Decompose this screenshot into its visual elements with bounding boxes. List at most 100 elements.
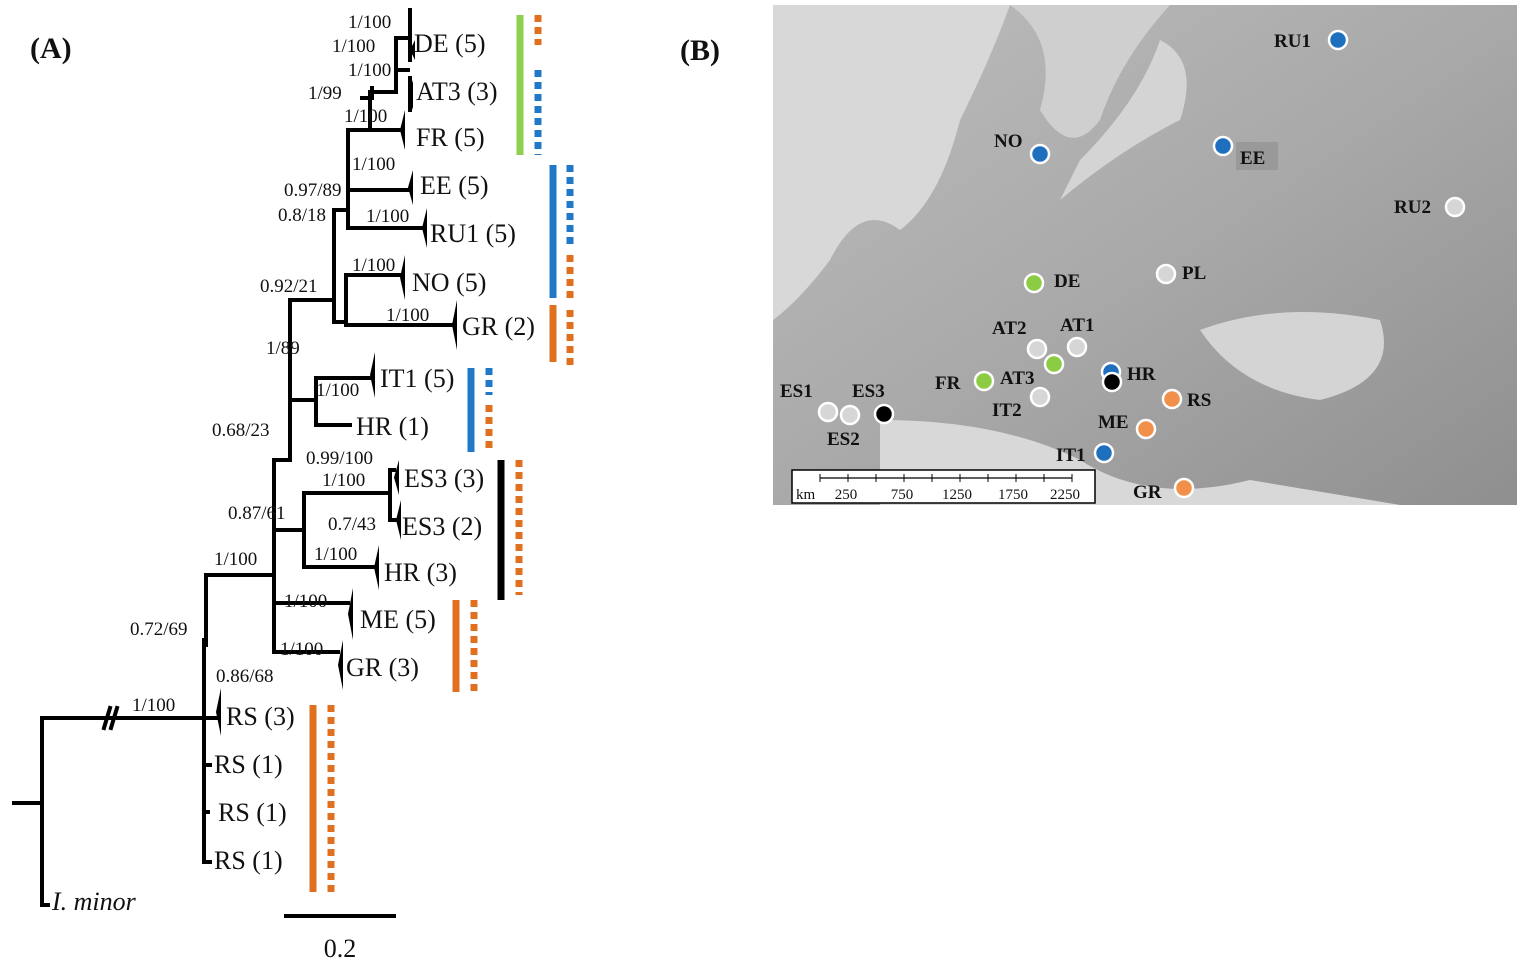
tip-label: ES3 (2) [402, 512, 482, 541]
site-dot [1068, 338, 1086, 356]
site-label: RU1 [1274, 31, 1311, 52]
site-label: EE [1240, 148, 1265, 169]
tip-label: FR (5) [416, 123, 485, 152]
site-label: HR [1127, 364, 1156, 385]
clade-triangle [338, 640, 343, 690]
site-label: AT3 [1000, 368, 1034, 389]
tip-label: ES3 (3) [404, 464, 484, 493]
site-label: FR [935, 373, 961, 394]
site-label: IT1 [1056, 445, 1086, 466]
site-label: RS [1187, 390, 1211, 411]
tip-label: RS (1) [214, 750, 283, 779]
scale-label: 1750 [998, 487, 1028, 503]
support-value: 1/100 [214, 549, 257, 570]
support-value: 1/100 [284, 591, 327, 612]
clade-triangle [408, 170, 413, 205]
scale-label: 2250 [1050, 487, 1080, 503]
support-value: 1/100 [352, 154, 395, 175]
support-value: 1/100 [332, 36, 375, 57]
support-value: 0.87/61 [228, 503, 286, 524]
support-value: 1/100 [344, 106, 387, 127]
support-value: 0.86/68 [216, 666, 274, 687]
tip-label: DE (5) [414, 29, 485, 58]
site-label: GR [1133, 482, 1162, 503]
panel-label: (A) [30, 32, 72, 65]
support-value: 1/100 [132, 695, 175, 716]
site-dot [1031, 388, 1049, 406]
site-label: AT1 [1060, 315, 1094, 336]
site-label: ES3 [852, 381, 885, 402]
site-dot [1163, 390, 1181, 408]
support-value: 1/99 [308, 83, 342, 104]
site-dot [1025, 274, 1043, 292]
tip-label: RS (3) [226, 702, 295, 731]
site-dot [1095, 444, 1113, 462]
tip-label: GR (3) [346, 653, 419, 682]
support-value: 0.72/69 [130, 619, 188, 640]
support-value: 1/100 [280, 639, 323, 660]
tip-label: RU1 (5) [430, 219, 516, 248]
tip-label: EE (5) [420, 171, 489, 200]
clade-triangle [452, 300, 457, 350]
site-label: ES1 [780, 381, 813, 402]
site-dot [841, 406, 859, 424]
support-value: 1/100 [322, 470, 365, 491]
site-dot [1103, 373, 1121, 391]
map [773, 5, 1517, 505]
support-value: 0.99/100 [306, 448, 373, 469]
support-value: 1/100 [316, 380, 359, 401]
clade-triangle [400, 110, 405, 150]
phylogenetic-tree [14, 10, 457, 916]
tip-label: RS (1) [218, 798, 287, 827]
clade-triangle [422, 208, 427, 248]
support-value: 1/100 [352, 255, 395, 276]
scale-unit: km [796, 487, 816, 503]
clade-triangle [348, 588, 353, 640]
tip-label: RS (1) [214, 846, 283, 875]
tip-label: GR (2) [462, 312, 535, 341]
site-label: AT2 [992, 318, 1026, 339]
clade-triangle [400, 255, 405, 300]
tip-label: IT1 (5) [380, 364, 454, 393]
support-value: 0.92/21 [260, 276, 318, 297]
site-dot [1175, 479, 1193, 497]
support-value: 1/89 [266, 338, 300, 359]
clade-triangle [216, 688, 221, 736]
scale-label: 1250 [942, 487, 972, 503]
clade-triangle [374, 545, 379, 590]
site-label: ME [1098, 412, 1129, 433]
site-dot [1028, 340, 1046, 358]
support-value: 0.97/89 [284, 180, 342, 201]
figure: DE (5) AT3 (3) FR (5) EE (5) RU1 (5) NO (5) GR… [0, 0, 1517, 965]
scale-bar-label: 0.2 [324, 934, 357, 963]
site-dot [819, 403, 837, 421]
site-dot [975, 372, 993, 390]
site-dot [1157, 265, 1175, 283]
clade-triangle [394, 460, 399, 495]
site-label: RU2 [1394, 197, 1431, 218]
tip-label: ME (5) [360, 605, 436, 634]
tip-label: AT3 (3) [416, 77, 498, 106]
support-value: 1/100 [348, 12, 391, 33]
support-value: 1/100 [314, 544, 357, 565]
support-value: 0.8/18 [278, 205, 326, 226]
outgroup-label: I. minor [51, 887, 137, 916]
support-value: 0.68/23 [212, 420, 270, 441]
tip-label: HR (3) [384, 558, 457, 587]
site-label: IT2 [992, 400, 1022, 421]
site-dot [875, 405, 893, 423]
site-label: DE [1054, 271, 1080, 292]
site-label: NO [994, 131, 1023, 152]
support-value: 1/100 [348, 60, 391, 81]
site-label: ES2 [827, 429, 860, 450]
site-dot [1031, 145, 1049, 163]
support-value: 1/100 [366, 206, 409, 227]
site-dot [1329, 31, 1347, 49]
tip-label: NO (5) [412, 268, 486, 297]
scale-label: 750 [891, 487, 914, 503]
support-value: 1/100 [386, 305, 429, 326]
clade-triangle [370, 352, 375, 398]
site-dot [1045, 355, 1063, 373]
site-dot [1446, 198, 1464, 216]
site-dot [1214, 137, 1232, 155]
